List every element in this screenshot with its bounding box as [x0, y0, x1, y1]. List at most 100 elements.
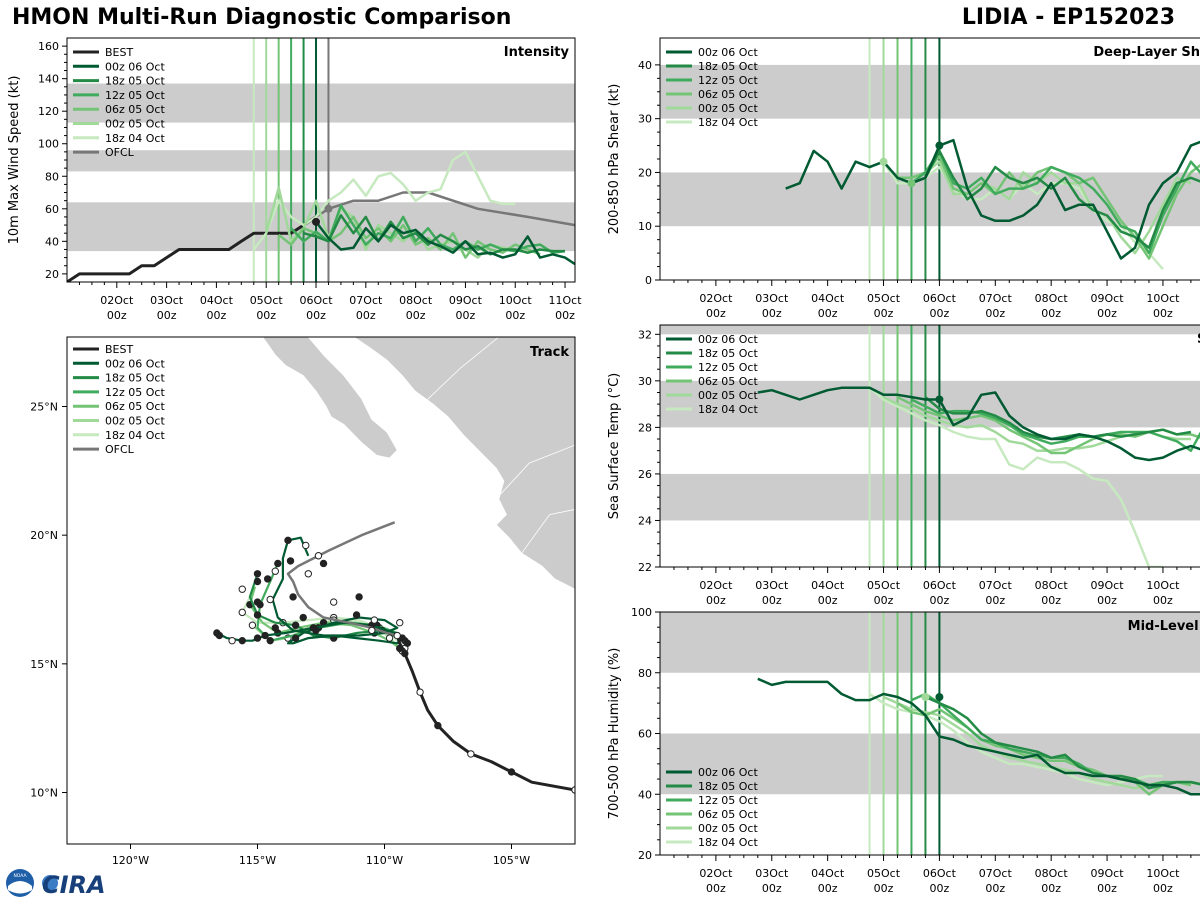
legend-label-06z-05-oct: 06z 05 Oct [105, 400, 165, 413]
x-tick-date: 08Oct [1035, 867, 1069, 880]
x-tick-date: 09Oct [449, 294, 483, 307]
x-tick-hour: 00z [930, 594, 950, 607]
track-point [253, 611, 262, 619]
x-tick-hour: 00z [930, 882, 950, 895]
track-point [314, 552, 323, 560]
cira-globe-icon [42, 875, 58, 891]
state-border [521, 509, 575, 554]
x-tick-hour: 00z [505, 309, 525, 322]
track-point [271, 567, 279, 575]
y-tick-label: 40 [638, 59, 652, 72]
map-frame [66, 336, 576, 845]
legend-label-00z-05-oct: 00z 05 Oct [698, 389, 758, 402]
legend-label-18z-04-oct: 18z 04 Oct [698, 836, 758, 849]
mexico-mainland [353, 337, 575, 590]
x-tick-hour: 00z [306, 309, 326, 322]
x-tick-hour: 00z [1041, 594, 1061, 607]
x-tick-hour: 00z [1041, 882, 1061, 895]
track-point [274, 559, 282, 568]
x-tick-hour: 00z [1153, 882, 1173, 895]
track-point [385, 634, 394, 642]
legend-label-06z-05-oct: 06z 05 Oct [698, 88, 758, 101]
track-point [253, 577, 262, 586]
x-tick-hour: 00z [1097, 594, 1117, 607]
x-tick-hour: 00z [1153, 594, 1173, 607]
track-point [396, 618, 404, 627]
series-line-18z-04-oct [252, 150, 516, 251]
legend-label-00z-05-oct: 00z 05 Oct [698, 822, 758, 835]
series-line-00z-06-oct [757, 386, 1200, 462]
legend-label-00z-06-oct: 00z 06 Oct [105, 60, 165, 73]
legend-label-18z-05-oct: 18z 05 Oct [698, 60, 758, 73]
legend-label-18z-04-oct: 18z 04 Oct [105, 132, 165, 145]
y-tick-label: 40 [638, 788, 652, 801]
track-line-00z-06-oct-b [216, 621, 403, 642]
x-tick-hour: 00z [1153, 307, 1173, 320]
marker-best [312, 217, 321, 226]
x-tick-date: 08Oct [1035, 292, 1069, 305]
threshold-band [660, 380, 1200, 428]
series-line-00z-06-oct [315, 221, 575, 266]
y-tick-label: 100 [38, 138, 59, 151]
x-tick-date: 06Oct [923, 579, 957, 592]
x-tick-hour: 00z [874, 882, 894, 895]
legend-label-ofcl: OFCL [105, 443, 135, 456]
x-tick-date: 10Oct [1146, 292, 1180, 305]
x-tick-date: 03Oct [755, 292, 789, 305]
plot-area [660, 612, 1200, 855]
x-tick-hour: 00z [874, 307, 894, 320]
lon-tick-label: 110°W [366, 854, 403, 867]
track-point [401, 649, 409, 658]
threshold-band [67, 83, 575, 123]
y-tick-label: 20 [638, 166, 652, 179]
legend-label-12z-05-oct: 12z 05 Oct [105, 89, 165, 102]
lon-tick-label: 120°W [112, 854, 149, 867]
plot-background [660, 325, 1200, 567]
series-line-12z-05-oct [910, 398, 1200, 452]
legend-label-18z-04-oct: 18z 04 Oct [105, 429, 165, 442]
x-tick-hour: 00z [706, 594, 726, 607]
x-tick-date: 05Oct [867, 579, 901, 592]
state-border [490, 444, 575, 505]
track-point [393, 631, 401, 640]
threshold-band [660, 612, 1200, 673]
x-tick-date: 06Oct [300, 294, 334, 307]
threshold-band [660, 325, 1200, 335]
track-map: 120°W 115°W 110°W 105°W 10°N 15°N 20°N 25°N Trac… [30, 336, 576, 867]
series-line-18z-05-oct [924, 695, 1200, 790]
x-tick-date: 07Oct [979, 292, 1013, 305]
legend-label-best: BEST [105, 46, 133, 59]
x-tick-hour: 00z [1041, 307, 1061, 320]
series-line-best [67, 215, 317, 282]
track-point [370, 616, 379, 624]
threshold-band [660, 473, 1200, 521]
x-tick-hour: 00z [157, 309, 177, 322]
track-point [416, 688, 424, 696]
x-tick-date: 05Oct [867, 292, 901, 305]
panel-title: Intensity [504, 45, 570, 60]
plot-area [660, 325, 1200, 567]
x-tick-hour: 00z [762, 882, 782, 895]
y-tick-label: 26 [638, 468, 652, 481]
legend-label-18z-05-oct: 18z 05 Oct [698, 347, 758, 360]
y-tick-label: 140 [38, 73, 59, 86]
y-axis-label: 700-500 hPa Humidity (%) [607, 648, 622, 820]
x-tick-hour: 00z [706, 307, 726, 320]
track-point [286, 557, 295, 565]
track-point [319, 559, 328, 568]
x-tick-date: 07Oct [979, 867, 1013, 880]
sst-chart: 22 24 26 28 30 32 02Oct 00z 03Oct 00z 04Oct 00z 05Oc… [607, 324, 1200, 607]
plot-area [660, 38, 1200, 280]
x-tick-date: 03Oct [150, 294, 184, 307]
x-tick-date: 04Oct [200, 294, 234, 307]
legend-label-06z-05-oct: 06z 05 Oct [698, 375, 758, 388]
legend-label-12z-05-oct: 12z 05 Oct [105, 386, 165, 399]
lat-tick-label: 20°N [30, 529, 58, 542]
x-tick-date: 02Oct [699, 579, 733, 592]
x-tick-hour: 00z [930, 307, 950, 320]
x-tick-date: 08Oct [399, 294, 433, 307]
y-tick-label: 80 [45, 170, 59, 183]
track-point [507, 768, 516, 776]
rh-chart: 20 40 60 80 100 02Oct 00z 03Oct 00z 04Oct 00z 05Oct… [607, 606, 1200, 895]
x-tick-date: 06Oct [923, 867, 957, 880]
